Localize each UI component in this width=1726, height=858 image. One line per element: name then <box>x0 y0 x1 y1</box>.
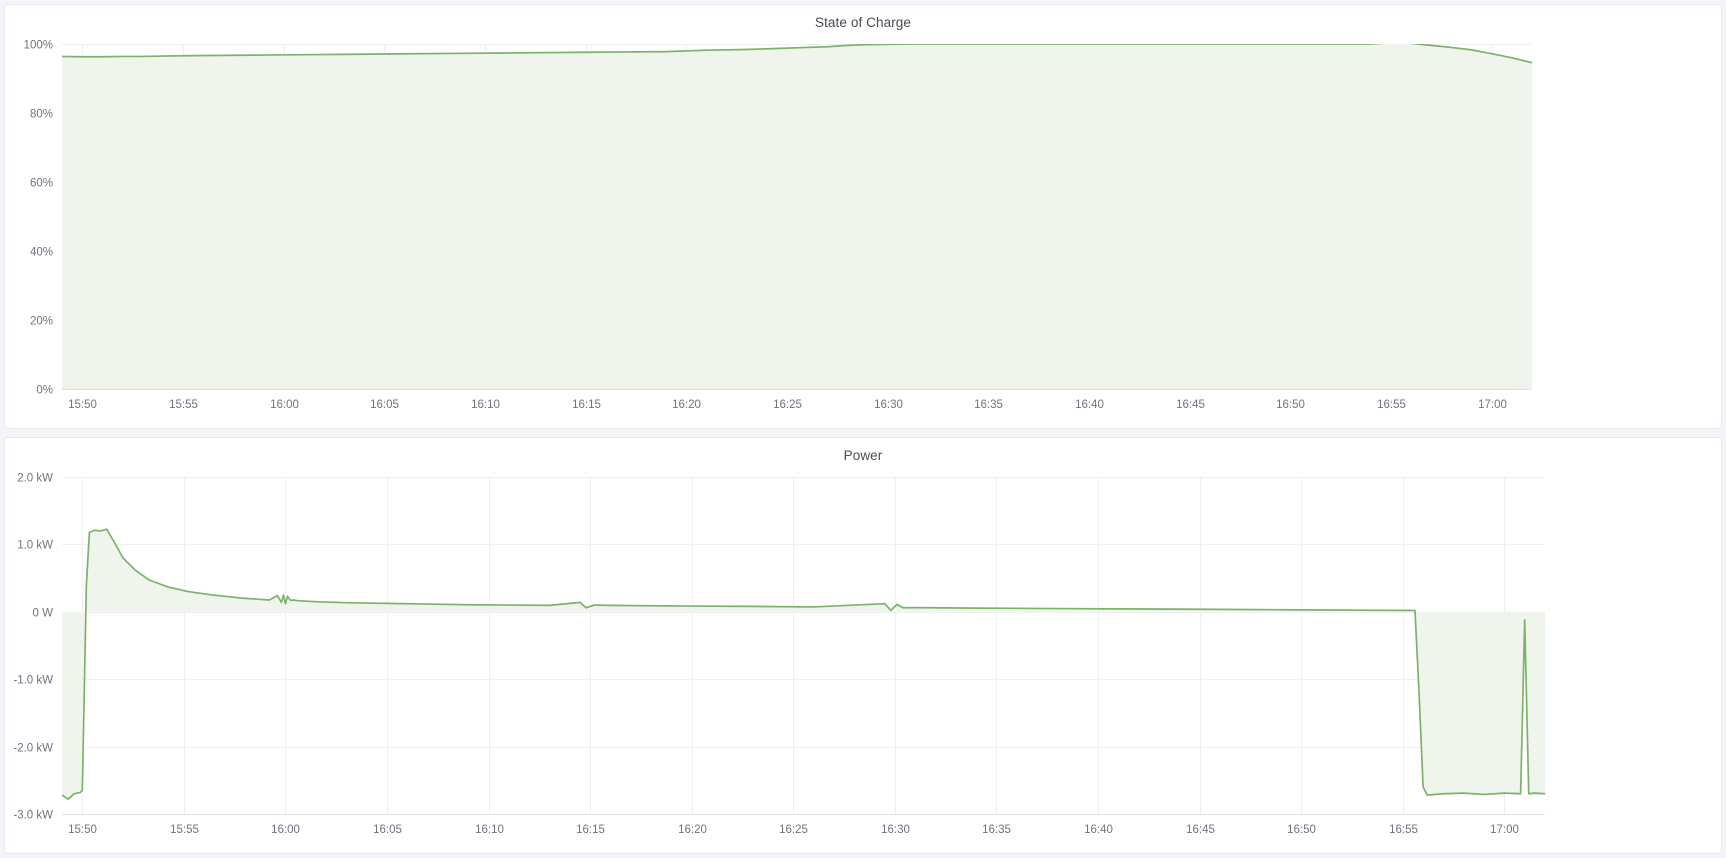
x-axis-tick-label: 16:40 <box>1084 824 1113 836</box>
y-axis-tick-label: 0 W <box>33 608 54 620</box>
series-line <box>62 528 1545 801</box>
x-axis-tick-label: 16:35 <box>974 399 1003 411</box>
x-axis-tick-label: 16:55 <box>1389 824 1418 836</box>
x-axis-tick-label: 15:55 <box>169 399 198 411</box>
x-axis-tick-label: 16:05 <box>370 399 399 411</box>
x-axis-tick-label: 16:50 <box>1276 399 1305 411</box>
x-axis-tick-label: 16:15 <box>576 824 605 836</box>
chart-state-of-charge[interactable]: 100% 80% 60% 40% 20% 0% 15:50 15:55 16:00 16:05 16… <box>5 30 1721 420</box>
x-axis-tick-label: 16:05 <box>373 824 402 836</box>
chart-svg-state-of-charge[interactable]: 100% 80% 60% 40% 20% 0% 15:50 15:55 16:00 16:05 16… <box>5 30 1721 420</box>
y-axis-tick-label: 2.0 kW <box>17 473 53 485</box>
x-axis-tick-label: 15:50 <box>68 399 97 411</box>
x-axis-tick-label: 16:15 <box>572 399 601 411</box>
x-axis-tick-label: 16:55 <box>1377 399 1406 411</box>
x-axis-tick-label: 16:20 <box>672 399 701 411</box>
x-axis-tick-label: 15:50 <box>68 824 97 836</box>
x-axis-tick-label: 16:35 <box>982 824 1011 836</box>
panel-title-power: Power <box>843 448 883 463</box>
panel-title-state-of-charge: State of Charge <box>814 15 912 30</box>
x-axis-tick-label: 16:30 <box>881 824 910 836</box>
x-axis-tick-label: 16:40 <box>1075 399 1104 411</box>
x-axis-tick-label: 16:30 <box>874 399 903 411</box>
y-axis-tick-label: 20% <box>30 316 53 328</box>
y-axis-tick-label: -1.0 kW <box>13 675 53 687</box>
x-axis-tick-label: 16:00 <box>270 399 299 411</box>
chart-svg-power[interactable]: 2.0 kW 1.0 kW 0 W -1.0 kW -2.0 kW -3.0 kW 15:5… <box>5 463 1721 845</box>
x-axis-tick-label: 16:45 <box>1176 399 1205 411</box>
y-axis-tick-label: -3.0 kW <box>13 810 53 822</box>
x-axis-tick-label: 17:00 <box>1478 399 1507 411</box>
x-axis-tick-label: 17:00 <box>1490 824 1519 836</box>
y-axis-tick-label: 40% <box>30 247 53 259</box>
x-axis-tick-label: 16:00 <box>271 824 300 836</box>
y-axis-tick-label: 60% <box>30 178 53 190</box>
x-axis-tick-label: 16:45 <box>1186 824 1215 836</box>
x-axis-tick-label: 16:25 <box>773 399 802 411</box>
series-line <box>62 44 1532 64</box>
panel-power: Power 2.0 kW 1.0 kW 0 W -1.0 kW -2.0 kW -3.0 … <box>4 437 1722 854</box>
x-axis-tick-label: 16:50 <box>1287 824 1316 836</box>
chart-power[interactable]: 2.0 kW 1.0 kW 0 W -1.0 kW -2.0 kW -3.0 kW 15:5… <box>5 463 1721 845</box>
y-axis-tick-label: 80% <box>30 109 53 121</box>
y-axis-tick-label: 1.0 kW <box>17 540 53 552</box>
x-axis-tick-label: 16:10 <box>471 399 500 411</box>
x-axis-tick-label: 16:10 <box>475 824 504 836</box>
y-axis-tick-label: 0% <box>36 385 53 397</box>
x-axis-tick-label: 15:55 <box>170 824 199 836</box>
y-axis-tick-label: 100% <box>24 40 53 52</box>
series-area-fill <box>62 44 1532 389</box>
series-area-fill <box>62 529 1545 800</box>
panel-state-of-charge: State of Charge 100% 80% 60% 40% 20% 0% 15:50 1… <box>4 4 1722 429</box>
x-axis-tick-label: 16:20 <box>678 824 707 836</box>
y-axis-tick-label: -2.0 kW <box>13 743 53 755</box>
x-axis-tick-label: 16:25 <box>779 824 808 836</box>
